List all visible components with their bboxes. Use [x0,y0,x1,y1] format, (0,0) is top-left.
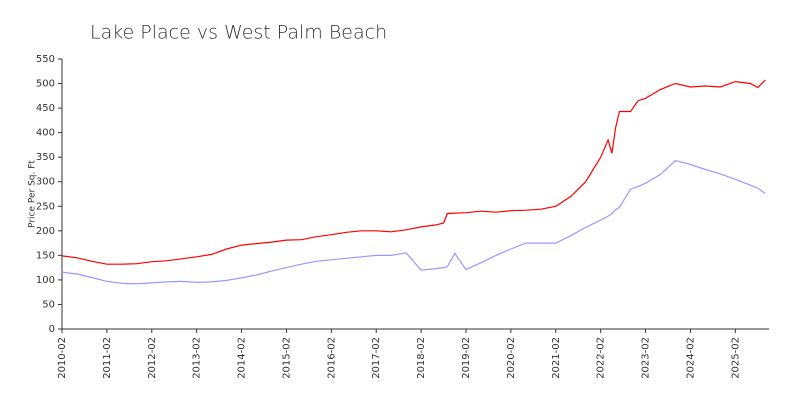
y-tick-label: 250 [36,201,55,212]
x-tick-label: 2023-02 [641,337,652,379]
x-tick-label: 2021-02 [551,337,562,379]
x-tick-label: 2013-02 [192,337,203,379]
x-tick-label: 2020-02 [506,337,517,379]
y-tick-label: 300 [36,177,55,188]
y-tick-label: 50 [42,299,55,310]
series-line [61,159,766,285]
x-tick-label: 2012-02 [147,337,158,379]
x-tick-label: 2019-02 [461,337,472,379]
y-tick-label: 350 [36,152,55,163]
y-tick-label: 450 [36,103,55,114]
y-tick-label: 150 [36,250,55,261]
y-tick-label: 550 [36,54,55,65]
x-tick-label: 2025-02 [730,337,741,379]
chart-title: Lake Place vs West Palm Beach [90,22,387,44]
series-line [61,79,766,265]
x-tick-label: 2017-02 [371,337,382,379]
y-tick-label: 100 [36,275,55,286]
x-tick-label: 2016-02 [326,337,337,379]
x-tick-label: 2024-02 [685,337,696,379]
x-tick-label: 2011-02 [102,337,113,379]
y-tick-label: 200 [36,226,55,237]
x-tick-label: 2010-02 [57,337,68,379]
y-tick-label: 400 [36,128,55,139]
y-tick-label: 0 [49,324,55,335]
x-tick-label: 2018-02 [416,337,427,379]
x-tick-label: 2015-02 [281,337,292,379]
x-tick-label: 2014-02 [237,337,248,379]
y-tick-label: 500 [36,79,55,90]
y-axis-label: Price Per Sq. Ft [28,160,38,228]
x-tick-label: 2022-02 [596,337,607,379]
